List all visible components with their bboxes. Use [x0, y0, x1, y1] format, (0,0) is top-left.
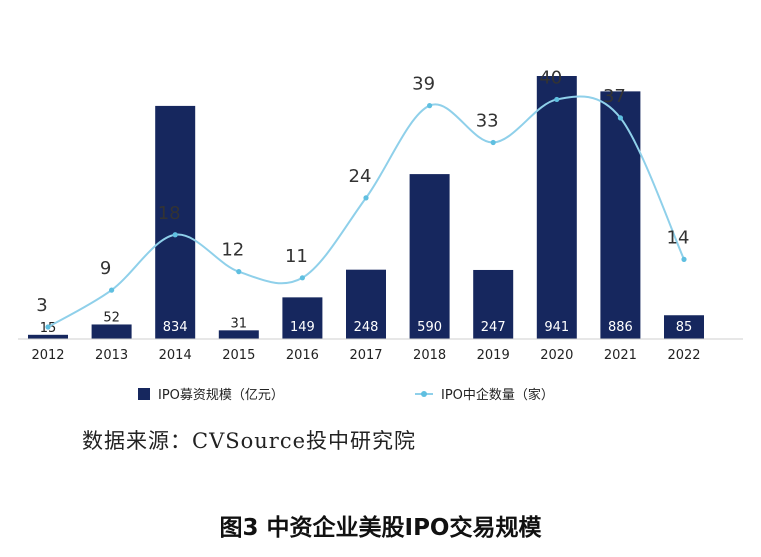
line-value-label: 24 [349, 166, 372, 187]
x-tick-label: 2017 [349, 348, 382, 363]
bar-2015 [218, 330, 259, 339]
data-source-note: 数据来源：CVSource投中研究院 [82, 429, 417, 453]
x-tick-label: 2015 [222, 348, 255, 363]
chart-canvas: 15528343114924859024794188685 3918121124… [18, 67, 743, 363]
line-point [427, 103, 433, 109]
bar-2016 [282, 297, 323, 339]
line-point [45, 324, 51, 330]
bar-value-label: 52 [103, 310, 120, 325]
legend-item-line: IPO中企数量（家） [415, 384, 554, 403]
bar-value-label: 941 [544, 320, 569, 335]
line-value-label: 39 [412, 74, 435, 95]
line-value-label: 37 [603, 86, 626, 107]
bar-value-label: 834 [163, 320, 188, 335]
line-point [363, 195, 369, 201]
x-tick-label: 2016 [286, 348, 319, 363]
line-value-label: 3 [36, 295, 47, 316]
x-tick-label: 2019 [477, 348, 510, 363]
bar-value-label: 31 [231, 316, 248, 331]
line-point [172, 232, 178, 238]
legend-item-bar: IPO募资规模（亿元） [138, 384, 284, 403]
bar-value-label: 590 [417, 320, 442, 335]
bar-2017 [346, 269, 386, 339]
bar-value-label: 886 [608, 320, 633, 335]
line-point [681, 256, 687, 262]
legend-bar-swatch [138, 387, 150, 400]
line-point-markers [45, 96, 687, 330]
legend-line-label: IPO中企数量（家） [441, 388, 554, 403]
line-point [617, 115, 624, 121]
line-value-label: 9 [100, 258, 111, 279]
legend-bar-label: IPO募资规模（亿元） [158, 388, 284, 403]
bar-2019 [473, 269, 514, 339]
bar-2021 [600, 91, 641, 339]
line-point [236, 269, 242, 275]
x-tick-label: 2022 [667, 348, 700, 363]
bar-2013 [91, 324, 132, 339]
bar-value-label: 85 [676, 320, 693, 335]
line-value-label: 33 [476, 111, 499, 132]
legend: IPO募资规模（亿元） IPO中企数量（家） [0, 384, 761, 408]
line-point [109, 287, 115, 293]
x-tick-label: 2018 [413, 348, 446, 363]
legend-line-swatch [415, 388, 433, 400]
line-value-label: 40 [539, 67, 562, 88]
line-value-label: 14 [667, 227, 690, 248]
x-tick-label: 2013 [95, 348, 128, 363]
line-point [554, 96, 560, 103]
figure-caption: 图3 中资企业美股IPO交易规模 [219, 515, 542, 541]
bar-value-label: 247 [481, 320, 506, 335]
bar-value-label: 149 [290, 320, 315, 335]
line-value-label: 12 [221, 240, 244, 261]
bar-2014 [155, 105, 196, 339]
line-value-label: 18 [158, 203, 181, 224]
bar-2012 [28, 334, 68, 339]
line-point [299, 275, 305, 281]
x-tick-label: 2020 [540, 348, 573, 363]
ipo-count-line [47, 95, 685, 328]
line-value-label: 11 [285, 246, 308, 267]
bar-2020 [536, 76, 577, 339]
x-tick-label: 2014 [159, 348, 192, 363]
x-tick-label: 2021 [604, 348, 637, 363]
x-tick-label: 2012 [31, 348, 64, 363]
bar-2018 [409, 174, 450, 339]
x-axis-tick-labels: 2012 2013 2014 2015 2016 2017 2018 2019 2020 2021… [31, 348, 700, 363]
bar-series [28, 76, 704, 339]
bar-value-labels: 15528343114924859024794188685 [40, 310, 693, 335]
bar-value-label: 248 [354, 320, 379, 335]
bar-2022 [664, 315, 704, 339]
line-point [490, 139, 496, 146]
